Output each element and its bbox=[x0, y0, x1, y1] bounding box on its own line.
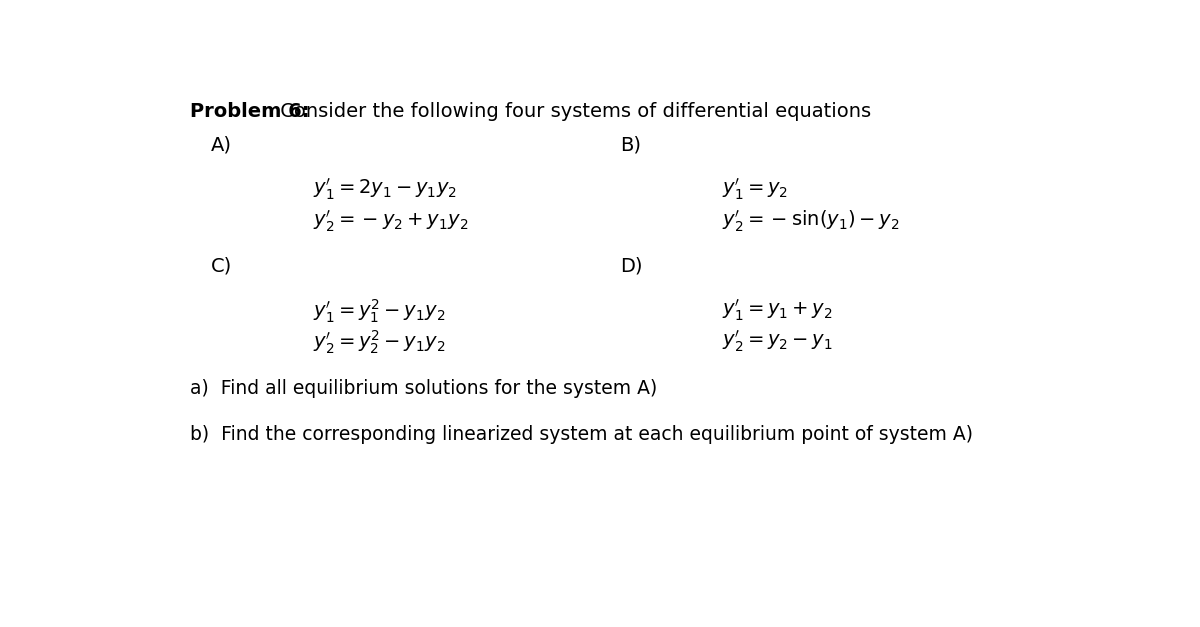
Text: $y_2' = -\sin(y_1) - y_2$: $y_2' = -\sin(y_1) - y_2$ bbox=[722, 208, 900, 233]
Text: C): C) bbox=[210, 256, 232, 275]
Text: $y_2' = -y_2 + y_1 y_2$: $y_2' = -y_2 + y_1 y_2$ bbox=[313, 208, 468, 233]
Text: $y_2' = y_2^2 - y_1 y_2$: $y_2' = y_2^2 - y_1 y_2$ bbox=[313, 329, 445, 356]
Text: b)  Find the corresponding linearized system at each equilibrium point of system: b) Find the corresponding linearized sys… bbox=[190, 425, 973, 445]
Text: $y_2' = y_2 - y_1$: $y_2' = y_2 - y_1$ bbox=[722, 329, 833, 354]
Text: Problem 6:: Problem 6: bbox=[190, 102, 310, 121]
Text: $y_1' = 2y_1 - y_1 y_2$: $y_1' = 2y_1 - y_1 y_2$ bbox=[313, 177, 457, 202]
Text: A): A) bbox=[210, 135, 232, 155]
Text: $y_1' = y_1 + y_2$: $y_1' = y_1 + y_2$ bbox=[722, 297, 833, 323]
Text: a)  Find all equilibrium solutions for the system A): a) Find all equilibrium solutions for th… bbox=[190, 379, 658, 398]
Text: D): D) bbox=[619, 256, 642, 275]
Text: B): B) bbox=[619, 135, 641, 155]
Text: $y_1' = y_2$: $y_1' = y_2$ bbox=[722, 177, 788, 202]
Text: $y_1' = y_1^2 - y_1 y_2$: $y_1' = y_1^2 - y_1 y_2$ bbox=[313, 297, 445, 325]
Text: Consider the following four systems of differential equations: Consider the following four systems of d… bbox=[274, 102, 871, 121]
